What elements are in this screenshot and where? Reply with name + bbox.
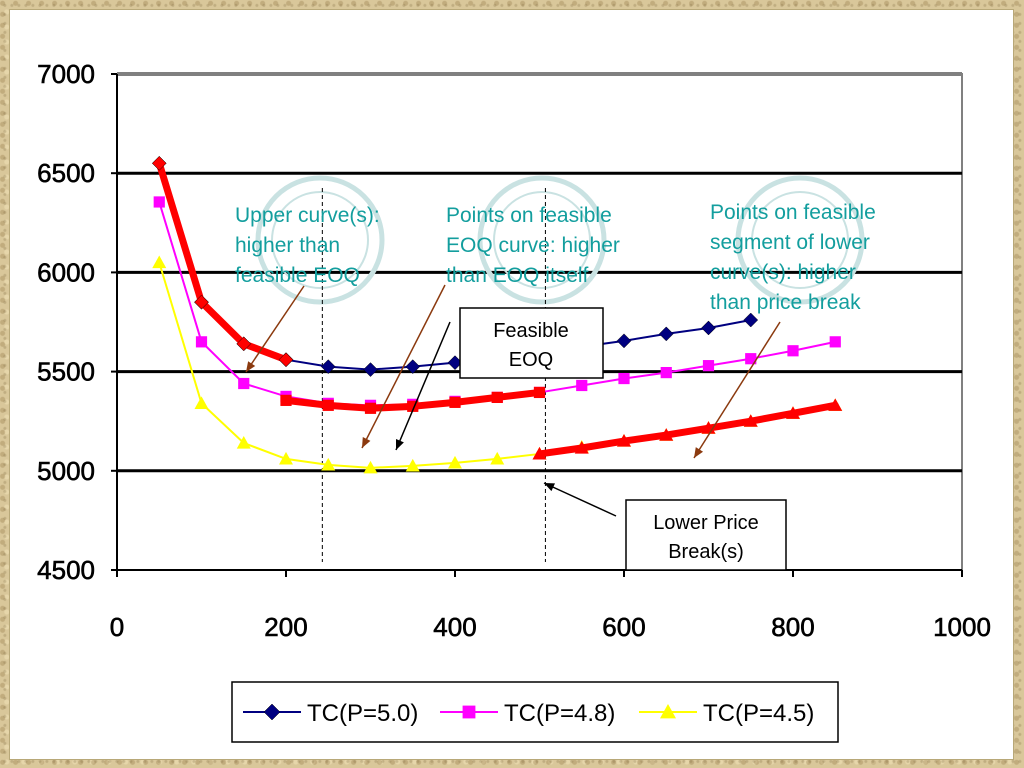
feasible-point bbox=[322, 399, 334, 411]
arrow-feasible-eoq bbox=[395, 321, 451, 451]
annotation-teal-2-line-3: than price break bbox=[710, 291, 861, 314]
feasible-point bbox=[278, 352, 294, 368]
series-2-point bbox=[405, 458, 420, 472]
legend-label-0: TC(P=5.0) bbox=[307, 700, 418, 727]
legend-marker-2 bbox=[660, 704, 676, 719]
series-2-point bbox=[236, 436, 251, 449]
feasible-point bbox=[532, 446, 547, 460]
series-1-point bbox=[195, 336, 208, 348]
feasible-point bbox=[280, 394, 292, 406]
feasible-segment-2 bbox=[536, 401, 839, 458]
series-0-point bbox=[320, 359, 336, 374]
y-tick-label-6500: 6500 bbox=[37, 158, 95, 188]
feasible-point bbox=[786, 406, 800, 419]
legend-label-1: TC(P=4.8) bbox=[504, 700, 615, 727]
feasible-point bbox=[533, 386, 546, 399]
feasible-eoq-text-1: EOQ bbox=[509, 349, 553, 371]
feasible-point bbox=[449, 396, 461, 408]
x-tick-label-200: 200 bbox=[264, 612, 307, 642]
series-0-point bbox=[701, 320, 716, 336]
annotation-teal-2-line-2: curve(s): higher bbox=[710, 261, 856, 284]
feasible-point bbox=[364, 402, 377, 414]
series-2-point bbox=[448, 455, 462, 469]
series-0-point bbox=[658, 326, 674, 342]
x-tick-label-1000: 1000 bbox=[933, 612, 991, 642]
feasible-point bbox=[491, 391, 503, 403]
annotation-teal-0-line-1: higher than bbox=[235, 234, 340, 257]
y-tick-label-5500: 5500 bbox=[37, 357, 95, 387]
series-2-point bbox=[194, 396, 209, 409]
x-tick-label-0: 0 bbox=[110, 612, 124, 642]
series-1-point bbox=[153, 196, 165, 208]
price-break-text-0: Lower Price bbox=[653, 512, 759, 534]
tc-chart: 4500 5000 5500 6000 6500 7000 0 200 400 600 800 100… bbox=[37, 59, 991, 743]
series-2-point bbox=[363, 460, 378, 474]
watermark-stamp-inner-2 bbox=[751, 191, 849, 289]
series-1-point bbox=[618, 372, 630, 385]
annotation-teal-0-line-2: feasible EOQ bbox=[235, 264, 360, 287]
legend-box bbox=[231, 681, 839, 743]
feasible-segment-0 bbox=[155, 159, 290, 364]
feasible-point bbox=[828, 398, 843, 411]
series-1-point bbox=[576, 379, 588, 392]
watermark-stamp-inner-1 bbox=[493, 191, 591, 289]
series-0-point bbox=[743, 312, 759, 328]
annotation-teal-2-line-0: Points on feasible bbox=[710, 201, 876, 224]
x-tick-label-800: 800 bbox=[771, 612, 814, 642]
series-1-point bbox=[829, 336, 841, 348]
arrow-feasible-eoq-head bbox=[395, 439, 404, 450]
feasible-point bbox=[236, 336, 252, 352]
series-2-point bbox=[490, 451, 505, 465]
feasible-point bbox=[617, 434, 631, 447]
series-2-point bbox=[321, 457, 336, 471]
feasible-eoq-text-0: Feasible bbox=[493, 320, 569, 342]
annotation-teal-1-line-2: than EOQ itself bbox=[446, 264, 589, 287]
legend-marker-1 bbox=[462, 705, 476, 719]
arrow-feasible-eoq-curve-head bbox=[362, 437, 371, 448]
series-1-point bbox=[787, 345, 799, 357]
feasible-point bbox=[574, 440, 589, 454]
x-tick-label-400: 400 bbox=[433, 612, 476, 642]
legend-label-2: TC(P=4.5) bbox=[703, 700, 814, 727]
feasible-point bbox=[151, 155, 167, 171]
y-tick-label-5000: 5000 bbox=[37, 456, 95, 486]
feasible-point bbox=[194, 294, 209, 310]
annotation-teal-1-line-1: EOQ curve: higher bbox=[446, 234, 620, 257]
watermark-stamp-1 bbox=[477, 175, 607, 305]
series-1-point bbox=[238, 377, 250, 390]
arrow-price-break-head bbox=[544, 483, 555, 492]
price-break-box bbox=[625, 499, 787, 571]
annotation-teal-2-line-1: segment of lower bbox=[710, 231, 870, 254]
x-tick-label-600: 600 bbox=[602, 612, 645, 642]
y-tick-label-7000: 7000 bbox=[37, 59, 95, 89]
watermark-stamp-inner-0 bbox=[271, 191, 369, 289]
series-1-point bbox=[660, 366, 672, 379]
slide-frame: 4500 5000 5500 6000 6500 7000 0 200 400 600 800 100… bbox=[9, 9, 1014, 760]
series-0-point bbox=[405, 359, 421, 374]
price-break-text-1: Break(s) bbox=[668, 541, 744, 563]
series-1-point bbox=[702, 360, 715, 372]
arrow-price-break bbox=[543, 482, 617, 517]
series-1-point bbox=[745, 353, 757, 365]
legend-marker-0 bbox=[263, 703, 281, 721]
arrow-lower-segment bbox=[693, 321, 781, 459]
arrow-feasible-eoq-curve bbox=[361, 284, 446, 449]
annotation-teal-0-line-0: Upper curve(s): bbox=[235, 204, 380, 227]
feasible-point bbox=[743, 414, 758, 427]
arrow-lower-segment-head bbox=[694, 447, 704, 458]
series-0-point bbox=[363, 362, 378, 377]
series-0-point bbox=[616, 333, 632, 349]
series-2-point bbox=[279, 451, 293, 465]
feasible-point bbox=[407, 400, 419, 412]
series-2-point bbox=[152, 255, 167, 269]
feasible-eoq-box bbox=[459, 307, 604, 379]
feasible-point bbox=[659, 428, 674, 441]
arrow-upper-curves bbox=[245, 285, 305, 373]
y-tick-label-6000: 6000 bbox=[37, 257, 95, 287]
watermark-stamp-2 bbox=[735, 175, 865, 305]
arrow-upper-curves-head bbox=[246, 361, 256, 372]
annotation-teal-1-line-0: Points on feasible bbox=[446, 204, 612, 227]
watermark-stamp-0 bbox=[255, 175, 385, 305]
y-tick-label-4500: 4500 bbox=[37, 555, 95, 585]
